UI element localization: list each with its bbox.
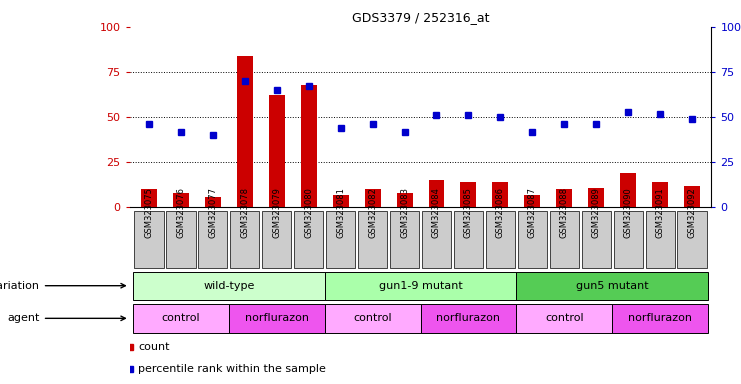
Bar (236, 56, 253, 207)
Bar (428, 180, 445, 207)
FancyBboxPatch shape (614, 211, 643, 268)
Title: GDS3379 / 252316_at: GDS3379 / 252316_at (352, 11, 489, 24)
Bar (493, 182, 508, 207)
FancyBboxPatch shape (229, 304, 325, 333)
Text: GSM323089: GSM323089 (592, 187, 601, 238)
Text: GSM323088: GSM323088 (560, 187, 569, 238)
Text: GSM323076: GSM323076 (176, 187, 185, 238)
FancyBboxPatch shape (518, 211, 547, 268)
Bar (588, 187, 605, 207)
Text: norflurazon: norflurazon (436, 313, 500, 323)
Text: genotype/variation: genotype/variation (0, 281, 125, 291)
FancyBboxPatch shape (612, 304, 708, 333)
FancyBboxPatch shape (230, 211, 259, 268)
Bar (301, 84, 316, 207)
FancyBboxPatch shape (516, 304, 612, 333)
Text: GSM323083: GSM323083 (400, 187, 409, 238)
Text: GSM323087: GSM323087 (528, 187, 537, 238)
Text: GSM323081: GSM323081 (336, 187, 345, 238)
Text: control: control (353, 313, 392, 323)
Bar (269, 96, 285, 207)
FancyBboxPatch shape (325, 271, 516, 300)
Bar (205, 197, 221, 207)
Text: GSM323091: GSM323091 (656, 187, 665, 238)
Text: gun5 mutant: gun5 mutant (576, 281, 648, 291)
Text: GSM323079: GSM323079 (272, 187, 281, 238)
FancyBboxPatch shape (420, 304, 516, 333)
FancyBboxPatch shape (262, 211, 291, 268)
FancyBboxPatch shape (133, 271, 325, 300)
FancyBboxPatch shape (677, 211, 707, 268)
Text: GSM323084: GSM323084 (432, 187, 441, 238)
Text: control: control (545, 313, 584, 323)
Bar (620, 173, 637, 207)
Bar (365, 189, 381, 207)
FancyBboxPatch shape (358, 211, 388, 268)
Text: wild-type: wild-type (203, 281, 254, 291)
Bar (173, 193, 189, 207)
Text: GSM323090: GSM323090 (624, 187, 633, 238)
Bar (525, 195, 540, 207)
FancyBboxPatch shape (326, 211, 356, 268)
Bar (141, 189, 157, 207)
FancyBboxPatch shape (422, 211, 451, 268)
FancyBboxPatch shape (134, 211, 164, 268)
FancyBboxPatch shape (390, 211, 419, 268)
FancyBboxPatch shape (645, 211, 675, 268)
Text: gun1-9 mutant: gun1-9 mutant (379, 281, 462, 291)
Text: norflurazon: norflurazon (245, 313, 309, 323)
Bar (652, 182, 668, 207)
Bar (556, 189, 572, 207)
Text: GSM323080: GSM323080 (304, 187, 313, 238)
FancyBboxPatch shape (166, 211, 196, 268)
Bar (396, 193, 413, 207)
FancyBboxPatch shape (453, 211, 483, 268)
Text: GSM323077: GSM323077 (208, 187, 217, 238)
FancyBboxPatch shape (516, 271, 708, 300)
FancyBboxPatch shape (582, 211, 611, 268)
Text: agent: agent (7, 313, 125, 323)
Text: GSM323086: GSM323086 (496, 187, 505, 238)
Text: norflurazon: norflurazon (628, 313, 692, 323)
Text: GSM323092: GSM323092 (688, 187, 697, 238)
Bar (333, 195, 348, 207)
Bar (460, 182, 476, 207)
FancyBboxPatch shape (133, 304, 229, 333)
Text: percentile rank within the sample: percentile rank within the sample (139, 364, 326, 374)
Text: control: control (162, 313, 200, 323)
Text: GSM323075: GSM323075 (144, 187, 153, 238)
FancyBboxPatch shape (325, 304, 420, 333)
Text: GSM323082: GSM323082 (368, 187, 377, 238)
Text: GSM323078: GSM323078 (240, 187, 249, 238)
FancyBboxPatch shape (198, 211, 227, 268)
Text: count: count (139, 342, 170, 352)
FancyBboxPatch shape (294, 211, 323, 268)
FancyBboxPatch shape (485, 211, 515, 268)
Bar (684, 186, 700, 207)
Text: GSM323085: GSM323085 (464, 187, 473, 238)
FancyBboxPatch shape (550, 211, 579, 268)
